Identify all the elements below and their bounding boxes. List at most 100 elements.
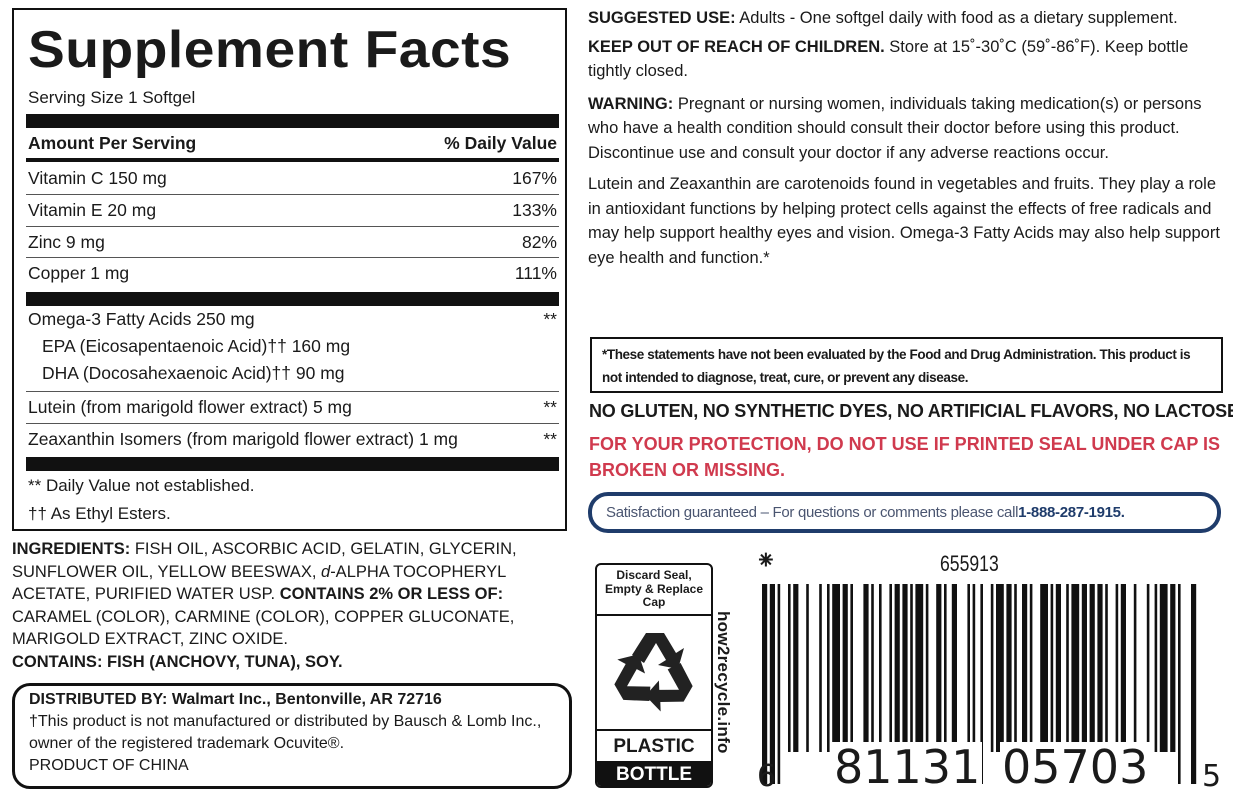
barcode-bar	[1191, 584, 1197, 784]
barcode-bar	[1066, 584, 1069, 752]
barcode-bar	[1115, 584, 1119, 752]
footnote: †† As Ethyl Esters.	[28, 504, 557, 524]
ingredients-text: CARAMEL (COLOR), CARMINE (COLOR), COPPER…	[12, 607, 515, 649]
trademark-note: †This product is not manufactured or dis…	[29, 713, 542, 752]
barcode-bar	[806, 584, 809, 752]
recycle-icon	[597, 616, 711, 731]
footnote: ** Daily Value not established.	[28, 476, 557, 496]
barcode-bar	[951, 584, 957, 752]
barcode-bar	[827, 584, 830, 752]
nutrient-dv: 167%	[512, 168, 557, 188]
barcode-bar	[762, 584, 768, 784]
divider	[26, 423, 559, 424]
barcode-digits: 81131	[832, 740, 983, 794]
nutrient-name: DHA (Docosahexaenoic Acid)†† 90 mg	[42, 363, 345, 383]
barcode-digits: 05703	[1000, 740, 1151, 794]
nutrient-row: Zinc 9 mg 82%	[28, 232, 557, 253]
barcode-bar	[1154, 584, 1158, 752]
barcode-bar	[1014, 584, 1017, 752]
supplement-facts-panel: Supplement Facts Serving Size 1 Softgel …	[12, 8, 567, 531]
barcode-bar	[871, 584, 874, 752]
nutrient-row: Omega-3 Fatty Acids 250 mg **	[28, 309, 557, 330]
ingredients-label: INGREDIENTS:	[12, 540, 131, 558]
barcode-bar	[1006, 584, 1012, 752]
material: PLASTIC	[613, 736, 695, 757]
divider	[26, 457, 559, 471]
barcode-bar	[850, 584, 853, 752]
barcode-bar	[1105, 584, 1108, 752]
nutrient-name: Zinc 9 mg	[28, 232, 105, 252]
barcode-bar	[793, 584, 799, 752]
label: SUGGESTED USE:	[588, 9, 736, 27]
divider	[26, 114, 559, 128]
nutrient-row: Zeaxanthin Isomers (from marigold flower…	[28, 429, 557, 450]
barcode-bar	[902, 584, 908, 752]
barcode-bar	[990, 584, 994, 752]
barcode-bar	[1159, 584, 1168, 752]
barcode-bar	[910, 584, 913, 752]
suggested-use: Adults - One softgel daily with food as …	[735, 9, 1178, 27]
ingredients: INGREDIENTS: FISH OIL, ASCORBIC ACID, GE…	[12, 538, 567, 673]
barcode-digit: 5	[1202, 759, 1222, 794]
nutrient-dv: **	[543, 429, 557, 449]
barcode-bar	[1097, 584, 1103, 752]
origin: PRODUCT OF CHINA	[29, 757, 189, 774]
distributor: DISTRIBUTED BY: Walmart Inc., Bentonvill…	[29, 691, 442, 708]
barcode-digit: 6	[757, 759, 777, 794]
barcode-bar	[1133, 584, 1137, 752]
nutrient-name: Zeaxanthin Isomers (from marigold flower…	[28, 429, 458, 449]
ingredients-text: -ALPHA TOCOPHERYL ACETATE, PURIFIED WATE…	[12, 562, 506, 604]
barcode-bar	[879, 584, 882, 752]
divider	[26, 194, 559, 195]
barcode-bar	[972, 584, 976, 784]
health-claim: Lutein and Zeaxanthin are carotenoids fo…	[588, 175, 1220, 267]
nutrient-name: Omega-3 Fatty Acids 250 mg	[28, 309, 255, 329]
ingredients-label: CONTAINS 2% OR LESS OF:	[279, 585, 504, 603]
barcode-bar	[1055, 584, 1061, 752]
barcode-bar	[967, 584, 970, 784]
nutrient-dv: 82%	[521, 232, 557, 252]
barcode-bar	[1040, 584, 1048, 752]
serving-size: Serving Size 1 Softgel	[28, 88, 196, 107]
barcode-bar	[1050, 584, 1054, 752]
recycle-label: Discard Seal, Empty & Replace Cap PLASTI…	[595, 563, 713, 788]
item-code: 655913	[940, 551, 999, 576]
nutrient-name: EPA (Eicosapentaenoic Acid)†† 160 mg	[42, 336, 351, 356]
barcode-bar	[777, 584, 781, 784]
nutrient-row: EPA (Eicosapentaenoic Acid)†† 160 mg	[28, 336, 557, 357]
dv-header: % Daily Value	[444, 133, 557, 153]
recycle-instructions: Discard Seal, Empty & Replace Cap	[597, 565, 711, 616]
recycle-website: how2recycle.info	[714, 611, 733, 754]
nutrient-row: Lutein (from marigold flower extract) 5 …	[28, 397, 557, 418]
fda-disclaimer: *These statements have not been evaluate…	[590, 337, 1223, 393]
ingredients-text: d	[321, 562, 331, 581]
storage: Store at 15˚-30˚C (59˚-86˚F). Keep bottl…	[588, 37, 1189, 81]
barcode-bar	[1081, 584, 1087, 752]
barcode-bar	[863, 584, 869, 752]
divider	[26, 226, 559, 227]
divider	[26, 391, 559, 392]
barcode-bar	[819, 584, 822, 752]
nutrient-name: Copper 1 mg	[28, 263, 130, 283]
divider	[26, 158, 559, 162]
nutrient-name: Lutein (from marigold flower extract) 5 …	[28, 397, 352, 417]
nutrient-dv: 133%	[512, 200, 557, 220]
satisfaction-text: Satisfaction guaranteed – For questions …	[606, 504, 1019, 521]
barcode-bar	[842, 584, 848, 752]
nutrient-row: Vitamin E 20 mg 133%	[28, 200, 557, 221]
barcode-bar	[1146, 584, 1150, 752]
seal-warning: FOR YOUR PROTECTION, DO NOT USE IF PRINT…	[589, 434, 1221, 480]
barcode-bar	[925, 584, 929, 752]
barcode-bar	[1089, 584, 1095, 752]
barcode-bar	[1120, 584, 1126, 752]
barcode	[762, 584, 1197, 784]
distributor-box: DISTRIBUTED BY: Walmart Inc., Bentonvill…	[12, 683, 572, 789]
barcode-bar	[1022, 584, 1028, 752]
divider	[26, 257, 559, 258]
barcode-bar	[944, 584, 947, 752]
nutrient-dv: **	[543, 309, 557, 329]
amount-header: Amount Per Serving	[28, 133, 197, 153]
barcode-bar	[1178, 584, 1181, 784]
ingredients-text: FISH OIL, ASCORBIC ACID, GELATIN, GLYCER…	[12, 540, 517, 581]
barcode-bar	[832, 584, 840, 752]
